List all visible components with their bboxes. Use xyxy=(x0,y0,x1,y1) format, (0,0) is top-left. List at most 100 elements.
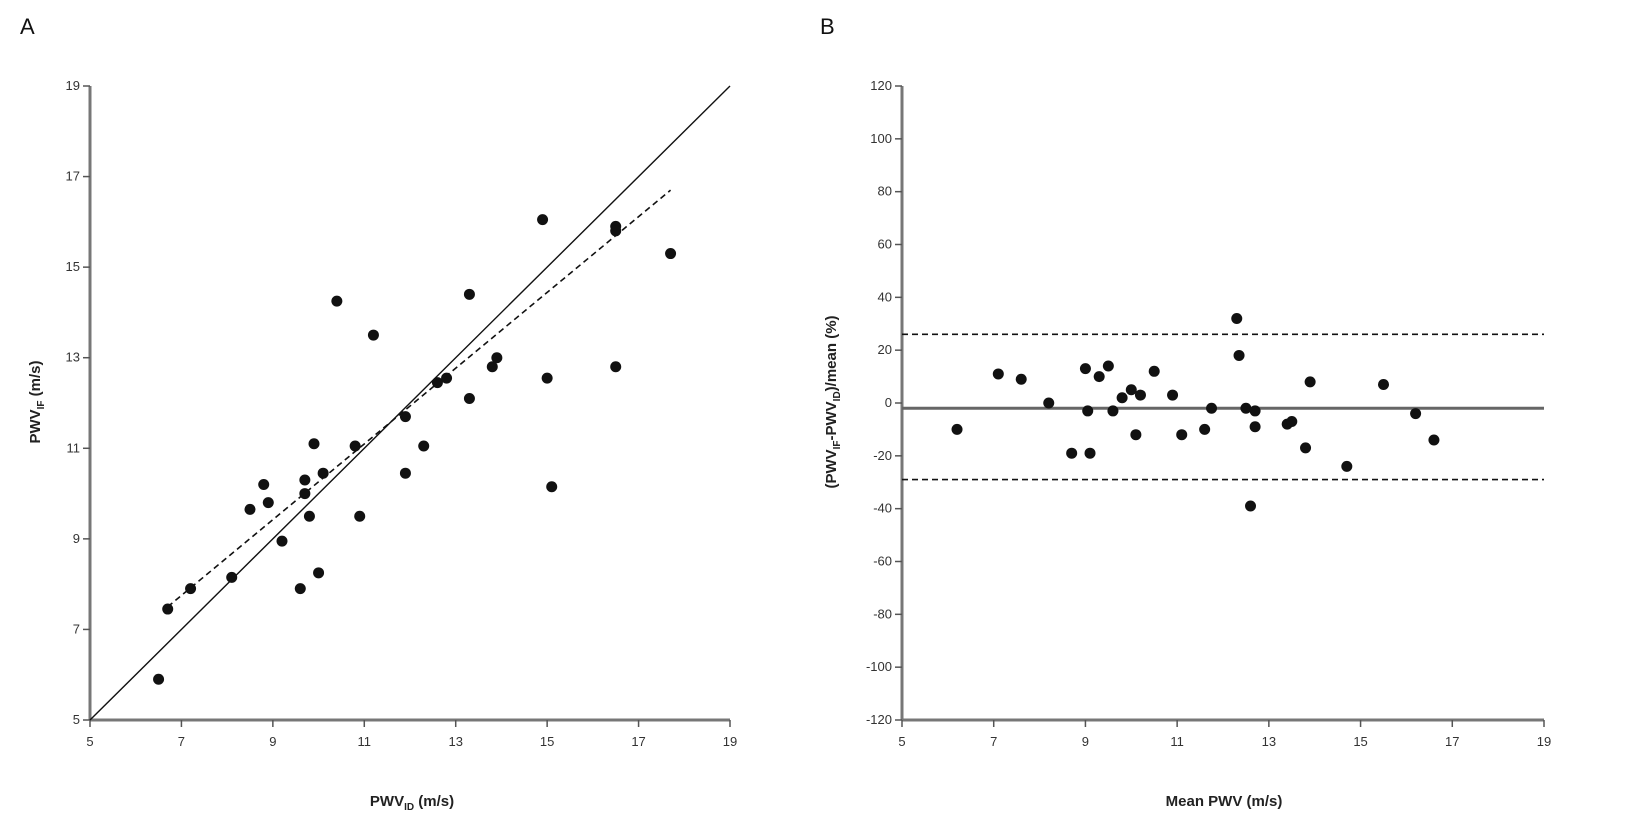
panel-a-data-point xyxy=(299,488,311,500)
panel-a-x-tick-label: 13 xyxy=(448,734,462,749)
panel-a-y-tick-label: 13 xyxy=(66,350,80,365)
panel-a-data-point xyxy=(258,479,270,491)
panel-b-data-point xyxy=(1206,402,1218,414)
panel-b-data-point xyxy=(992,368,1004,380)
panel-a-data-point xyxy=(226,571,238,583)
panel-b-data-point xyxy=(1286,415,1298,427)
panel-b-data-point xyxy=(1116,392,1128,404)
panel-a-data-point xyxy=(354,510,366,522)
panel-a-x-axis-title: PWVID (m/s) xyxy=(370,793,454,813)
panel-b-data-point xyxy=(1231,312,1243,324)
panel-a-regression-line xyxy=(167,189,672,608)
panel-a-data-point xyxy=(294,583,306,595)
panel-b-y-tick-label: 20 xyxy=(878,342,892,357)
panel-a-x-tick-label: 9 xyxy=(269,734,276,749)
panel-b-data-point xyxy=(1082,405,1094,417)
panel-b-data-point xyxy=(1233,349,1245,361)
panel-a-data-point xyxy=(491,352,503,364)
panel-a-y-tick-label: 15 xyxy=(66,259,80,274)
panel-a-data-point xyxy=(463,288,475,300)
panel-b-y-axis-title: (PWVIF-PWVID)/mean (%) xyxy=(823,315,843,488)
panel-b-data-point xyxy=(1125,384,1137,396)
panel-a-data-point xyxy=(367,329,379,341)
panel-b-data-point xyxy=(1107,405,1119,417)
panel-a-y-tick-label: 19 xyxy=(66,78,80,93)
panel-a-data-point xyxy=(546,481,558,493)
panel-a-x-tick-label: 17 xyxy=(631,734,645,749)
panel-a-x-tick-label: 11 xyxy=(358,734,372,749)
panel-b-x-axis-title: Mean PWV (m/s) xyxy=(1166,793,1283,810)
panel-b-data-point xyxy=(1176,429,1188,441)
panel-b-data-point xyxy=(1300,442,1312,454)
panel-b-data-point xyxy=(1240,402,1252,414)
panel-a-y-tick-label: 9 xyxy=(73,531,80,546)
panel-a-data-point xyxy=(537,214,549,226)
panel-a-data-point xyxy=(399,411,411,423)
panel-b-x-tick-label: 19 xyxy=(1537,734,1551,749)
panel-a-data-point xyxy=(610,225,622,237)
panel-b-data-point xyxy=(1245,500,1257,512)
panel-a-data-point xyxy=(418,440,430,452)
panel-a-data-point xyxy=(244,503,256,515)
panel-b-data-point xyxy=(1079,363,1091,375)
panel-b-x-tick-label: 15 xyxy=(1353,734,1367,749)
panel-b-y-tick-label: -100 xyxy=(866,659,892,674)
panel-b-y-tick-label: 60 xyxy=(878,237,892,252)
panel-a-data-point xyxy=(431,377,443,389)
panel-b-data-point xyxy=(1378,379,1389,391)
panel-a-y-tick-label: 11 xyxy=(67,440,81,455)
panel-b-x-tick-label: 17 xyxy=(1445,734,1459,749)
panel-a-x-tick-label: 5 xyxy=(86,734,93,749)
panel-a-data-point xyxy=(610,361,622,373)
panel-a-data-point xyxy=(185,583,197,595)
panel-b-x-tick-label: 7 xyxy=(990,734,997,749)
panel-b-axes: 5 7 9 11 13 15 17 19 -120 -100 -80 -60 -40 -20 0 20 40 60… xyxy=(866,78,1551,749)
panel-b-x-tick-label: 9 xyxy=(1082,734,1089,749)
panel-a-y-tick-label: 17 xyxy=(66,169,80,184)
panel-a-x-tick-label: 7 xyxy=(178,734,185,749)
panel-a-data-point xyxy=(463,392,475,404)
panel-b-data-point xyxy=(1043,397,1055,409)
panel-a-data-point xyxy=(262,497,274,509)
panel-a-y-tick-label: 7 xyxy=(73,621,80,636)
panel-b-x-tick-label: 11 xyxy=(1170,734,1184,749)
panel-b-data-point xyxy=(1134,389,1146,401)
panel-b-y-tick-label: 120 xyxy=(870,78,892,93)
panel-b-data-point xyxy=(1130,429,1142,441)
panel-a-data-point xyxy=(665,248,677,260)
panel-a-axes: 5 7 9 11 13 15 17 19 5 7 9 11 13 15 17 19 xyxy=(66,78,738,749)
panel-a-fit-lines xyxy=(89,85,731,721)
panel-a-data-point xyxy=(349,440,361,452)
panel-b-data-point xyxy=(1102,360,1114,372)
panel-b-y-tick-label: 40 xyxy=(878,289,892,304)
panel-a-data-point xyxy=(317,467,329,479)
panel-b-reference-lines xyxy=(902,333,1544,481)
panel-a-data-point xyxy=(441,372,453,384)
panel-b-data-point xyxy=(1410,408,1422,420)
panel-a-data-point xyxy=(308,438,320,450)
panel-a-points xyxy=(153,214,677,685)
panel-b-bland-altman: B 5 7 9 11 13 15 17 19 -120 -100 -80 -60 -40 -20 0 20 40… xyxy=(820,14,1551,810)
panel-a-scatter: A 5 7 9 11 13 15 17 19 5 7 9 11 13 15 17 19 PWVID (m/s)… xyxy=(20,14,737,813)
panel-b-data-point xyxy=(951,423,963,435)
panel-b-data-point xyxy=(1304,376,1316,388)
panel-b-y-tick-label: 80 xyxy=(878,184,892,199)
panel-b-data-point xyxy=(1066,447,1078,459)
panel-b-data-point xyxy=(1249,421,1261,433)
panel-a-data-point xyxy=(331,295,343,307)
panel-a-y-tick-label: 5 xyxy=(73,712,80,727)
panel-b-y-tick-label: -60 xyxy=(873,554,892,569)
panel-a-data-point xyxy=(313,567,325,579)
panel-b-data-point xyxy=(1167,389,1179,401)
panel-b-data-point xyxy=(1015,373,1027,385)
panel-b-y-tick-label: -40 xyxy=(873,501,892,516)
panel-b-data-point xyxy=(1428,434,1440,446)
panel-b-data-point xyxy=(1341,460,1353,472)
panel-b-y-tick-label: 0 xyxy=(885,395,892,410)
panel-b-data-point xyxy=(1093,371,1105,383)
panel-a-y-axis-title: PWVIF (m/s) xyxy=(27,360,47,443)
panel-a-data-point xyxy=(399,467,411,479)
panel-a-data-point xyxy=(303,510,315,522)
panel-a-letter: A xyxy=(20,14,35,39)
panel-b-y-tick-label: -80 xyxy=(873,606,892,621)
